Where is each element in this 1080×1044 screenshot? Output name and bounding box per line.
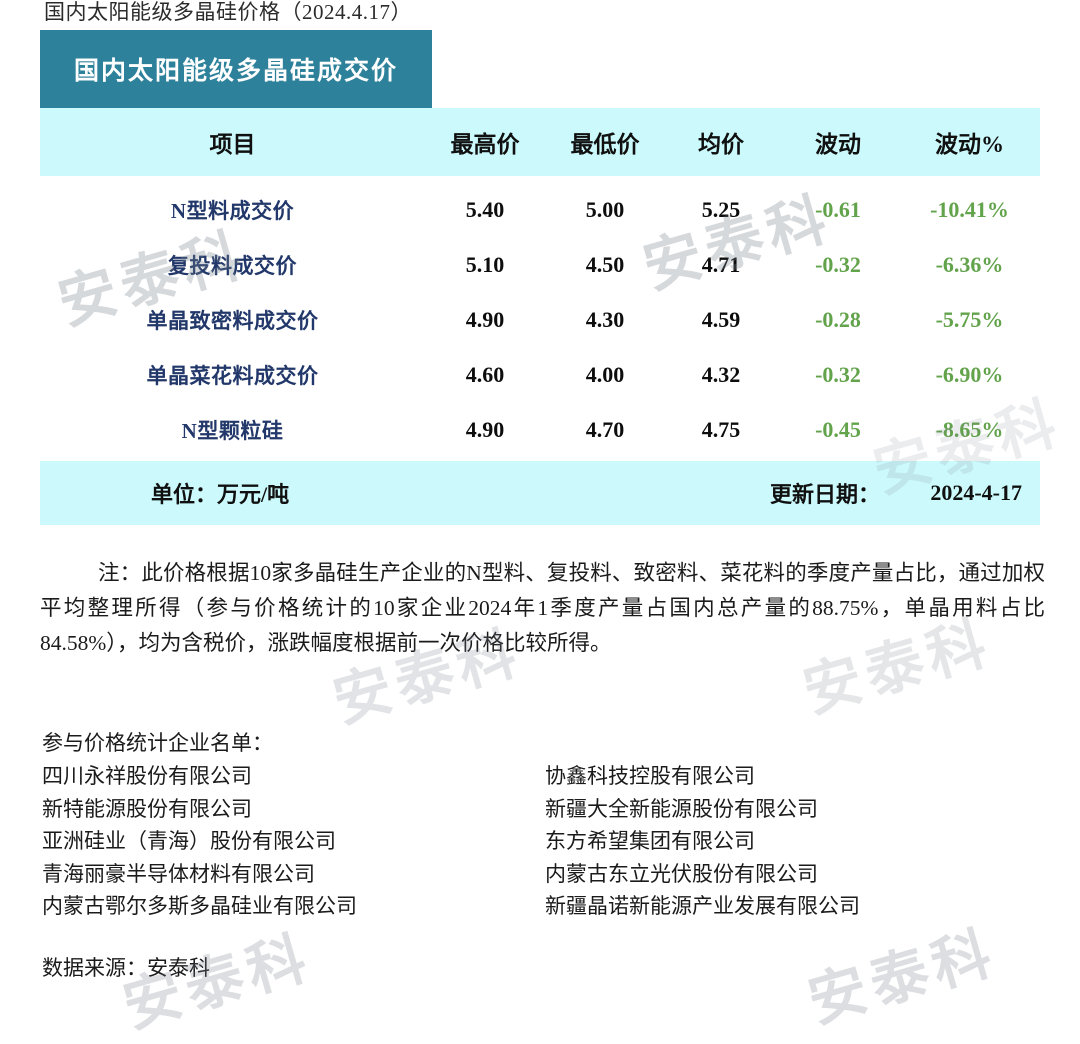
cell-change-pct: -10.41% (930, 196, 1009, 222)
list-item: 协鑫科技控股有限公司 (545, 764, 755, 788)
list-item: 东方希望集团有限公司 (545, 829, 755, 853)
table-row: 单晶致密料成交价 4.90 4.30 4.59 -0.28 -5.75% (40, 292, 1040, 347)
table-header-row: 项目 最高价 最低价 均价 波动 波动% (40, 108, 1040, 176)
list-item: 内蒙古东立光伏股份有限公司 (545, 861, 818, 886)
table-header: 项目 最高价 最低价 均价 波动 波动% (40, 108, 1040, 176)
column-header-change: 波动 (815, 132, 861, 157)
banner-title: 国内太阳能级多晶硅成交价 (73, 58, 398, 85)
cell-avg: 5.25 (701, 196, 741, 222)
row-label: N型颗粒硅 (181, 418, 284, 443)
list-item: 新特能源股份有限公司 (42, 796, 252, 821)
cell-low: 4.50 (585, 251, 625, 277)
cell-avg: 4.32 (701, 361, 741, 387)
list-item: 新疆大全新能源股份有限公司 (545, 796, 818, 821)
banner: 国内太阳能级多晶硅成交价 (40, 30, 432, 108)
cell-change-pct: -6.90% (935, 361, 1004, 387)
watermark: 安泰科 (801, 919, 1004, 1035)
cell-change: -0.45 (815, 416, 861, 442)
company-list-title: 参与价格统计企业名单： (42, 731, 273, 755)
column-header-low: 最低价 (570, 132, 640, 157)
list-item: 内蒙古鄂尔多斯多晶硅业有限公司 (42, 894, 357, 918)
column-header-high: 最高价 (450, 132, 520, 157)
list-item: 亚洲硅业（青海）股份有限公司 (42, 829, 336, 853)
page-title: 国内太阳能级多晶硅价格（2024.4.17） (44, 0, 412, 24)
row-label: 单晶菜花料成交价 (146, 363, 319, 388)
list-item: 青海丽豪半导体材料有限公司 (42, 861, 315, 886)
table-row: N型颗粒硅 4.90 4.70 4.75 -0.45 -8.65% (40, 402, 1040, 457)
note-paragraph: 注：此价格根据10家多晶硅生产企业的N型料、复投料、致密料、菜花料的季度产量占比… (40, 561, 1045, 655)
cell-low: 4.70 (585, 416, 625, 442)
table-body: N型料成交价 5.40 5.00 5.25 -0.61 -10.41% 复投料成… (40, 176, 1040, 461)
cell-high: 5.10 (465, 251, 505, 277)
cell-change: -0.28 (815, 306, 861, 332)
cell-low: 5.00 (585, 196, 625, 222)
unit-label: 单位：万元/吨 (151, 482, 290, 507)
row-label: N型料成交价 (170, 198, 295, 223)
table-footer: 单位：万元/吨 更新日期： 2024-4-17 (40, 461, 1040, 525)
cell-change: -0.61 (815, 196, 861, 222)
company-list-right: 协鑫科技控股有限公司 新疆大全新能源股份有限公司 东方希望集团有限公司 内蒙古东… (545, 760, 860, 923)
cell-avg: 4.71 (701, 251, 741, 277)
column-header-item: 项目 (209, 132, 256, 157)
row-label: 单晶致密料成交价 (146, 308, 319, 333)
table-row: N型料成交价 5.40 5.00 5.25 -0.61 -10.41% (40, 182, 1040, 237)
cell-change-pct: -8.65% (935, 416, 1004, 442)
price-table: 项目 最高价 最低价 均价 波动 波动% N型料成交价 5.40 5.00 5.… (40, 108, 1040, 525)
cell-change-pct: -6.36% (935, 251, 1004, 277)
cell-high: 4.60 (465, 361, 505, 387)
company-list-left: 四川永祥股份有限公司 新特能源股份有限公司 亚洲硅业（青海）股份有限公司 青海丽… (42, 760, 357, 923)
row-label: 复投料成交价 (168, 253, 297, 278)
update-date-value: 2024-4-17 (930, 480, 1022, 505)
cell-avg: 4.59 (701, 306, 741, 332)
cell-avg: 4.75 (701, 416, 741, 442)
cell-high: 4.90 (465, 416, 505, 442)
cell-low: 4.00 (585, 361, 625, 387)
table-row: 单晶菜花料成交价 4.60 4.00 4.32 -0.32 -6.90% (40, 347, 1040, 402)
column-header-change-pct: 波动% (935, 132, 1004, 157)
list-item: 四川永祥股份有限公司 (42, 764, 252, 788)
table-row: 复投料成交价 5.10 4.50 4.71 -0.32 -6.36% (40, 237, 1040, 292)
data-source: 数据来源：安泰科 (42, 956, 210, 980)
cell-change: -0.32 (815, 251, 861, 277)
cell-change-pct: -5.75% (935, 306, 1004, 332)
update-date-label: 更新日期： (769, 482, 880, 507)
cell-low: 4.30 (585, 306, 625, 332)
list-item: 新疆晶诺新能源产业发展有限公司 (545, 894, 860, 918)
cell-high: 4.90 (465, 306, 505, 332)
column-header-avg: 均价 (698, 132, 744, 157)
cell-change: -0.32 (815, 361, 861, 387)
cell-high: 5.40 (465, 196, 505, 222)
